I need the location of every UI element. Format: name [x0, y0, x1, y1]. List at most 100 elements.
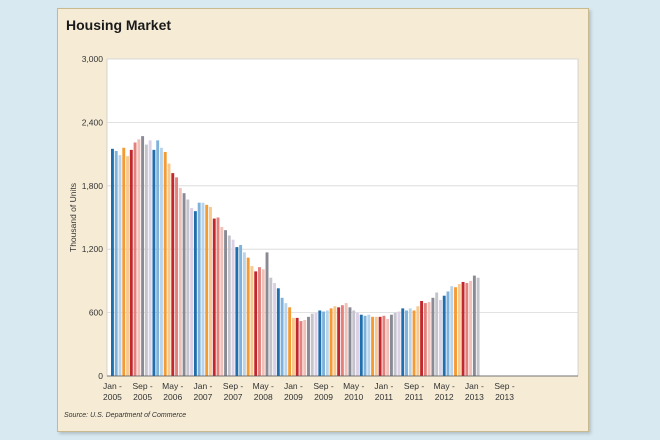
bar	[401, 308, 405, 376]
x-tick-label: May -	[253, 381, 274, 391]
bar	[427, 302, 431, 376]
bar	[318, 310, 322, 376]
x-tick-label: Sep -	[313, 381, 333, 391]
bar	[280, 297, 284, 376]
bar	[469, 280, 473, 376]
bar	[201, 202, 205, 376]
bar	[250, 266, 254, 376]
x-tick-label: 2011	[405, 392, 424, 402]
bar	[160, 147, 163, 376]
bar	[254, 271, 258, 376]
y-tick-label: 2,400	[82, 117, 104, 127]
bar	[156, 140, 160, 376]
bar	[133, 142, 137, 376]
bar	[197, 202, 201, 376]
bar	[144, 144, 148, 376]
x-tick-label: 2010	[344, 392, 363, 402]
bar	[303, 320, 307, 376]
x-tick-label: May -	[162, 381, 183, 391]
bar	[175, 177, 178, 376]
bar	[118, 155, 122, 376]
bar	[141, 136, 145, 376]
bar	[382, 315, 386, 376]
bar	[193, 211, 197, 376]
bar	[242, 252, 246, 376]
bar	[216, 217, 220, 376]
x-tick-label: May -	[343, 381, 364, 391]
y-tick-label: 1,800	[82, 181, 104, 191]
bar	[152, 149, 156, 376]
bar	[322, 311, 326, 376]
bar	[359, 314, 363, 376]
x-tick-label: Sep -	[132, 381, 152, 391]
x-tick-label: Jan -	[374, 381, 393, 391]
bar	[344, 303, 348, 376]
x-tick-label: 2005	[133, 392, 152, 402]
housing-bar-chart: 0 600 1,200 1,800 2,400 3,000 Thousand of Unit…	[68, 54, 579, 402]
bar	[352, 310, 356, 376]
bar	[212, 218, 216, 376]
bar	[209, 206, 212, 376]
bar	[227, 235, 231, 376]
x-tick-label: 2006	[163, 392, 182, 402]
x-tick-label: 2008	[254, 392, 273, 402]
bar	[465, 283, 469, 376]
bar	[386, 318, 390, 376]
bar	[299, 321, 303, 376]
x-tick-label: 2007	[193, 392, 212, 402]
bar	[457, 284, 461, 376]
y-tick-label: 3,000	[82, 54, 104, 64]
bar	[137, 139, 141, 376]
bar	[412, 310, 416, 376]
bar	[273, 283, 277, 376]
bar	[265, 252, 269, 376]
x-tick-label: Sep -	[494, 381, 514, 391]
bar	[295, 317, 299, 376]
bar	[333, 306, 337, 376]
x-tick-label: 2012	[435, 392, 454, 402]
bar	[356, 312, 359, 376]
bar	[288, 307, 292, 376]
bar	[269, 277, 273, 376]
x-tick-label: Jan -	[284, 381, 303, 391]
bar	[148, 140, 152, 376]
bar	[122, 147, 126, 376]
x-tick-label: Sep -	[404, 381, 424, 391]
bar	[246, 257, 250, 376]
bar	[284, 303, 288, 376]
bar	[163, 151, 167, 376]
bar	[129, 149, 133, 376]
bar	[261, 269, 265, 376]
source-note: Source: U.S. Department of Commerce	[64, 412, 187, 419]
x-tick-label: 2013	[465, 392, 484, 402]
bar	[186, 199, 190, 376]
bar	[171, 173, 175, 376]
chart-card: Housing Market 0 600 1,200 1,800 2,400 3,000 T…	[57, 8, 589, 432]
bar	[235, 247, 239, 376]
x-tick-label: May -	[434, 381, 455, 391]
chart-title: Housing Market	[66, 17, 172, 33]
bar	[314, 312, 318, 376]
x-tick-label: Sep -	[223, 381, 243, 391]
bar	[442, 295, 446, 376]
bar	[420, 300, 424, 376]
bar	[450, 286, 454, 376]
bar	[423, 303, 427, 376]
bar	[476, 277, 480, 376]
bar	[291, 317, 295, 376]
x-tick-label: Jan -	[193, 381, 212, 391]
bar	[220, 227, 224, 376]
x-tick-label: Jan -	[465, 381, 484, 391]
bar	[461, 281, 465, 376]
bar	[224, 230, 227, 376]
bar	[205, 204, 209, 376]
y-axis-title: Thousand of Units	[68, 183, 78, 252]
x-tick-label: 2009	[314, 392, 333, 402]
x-tick-label: 2013	[495, 392, 514, 402]
bar	[231, 239, 235, 376]
bar	[111, 148, 114, 376]
bar	[367, 314, 371, 376]
bar	[239, 244, 243, 376]
bar	[472, 275, 476, 376]
bar	[178, 187, 182, 376]
